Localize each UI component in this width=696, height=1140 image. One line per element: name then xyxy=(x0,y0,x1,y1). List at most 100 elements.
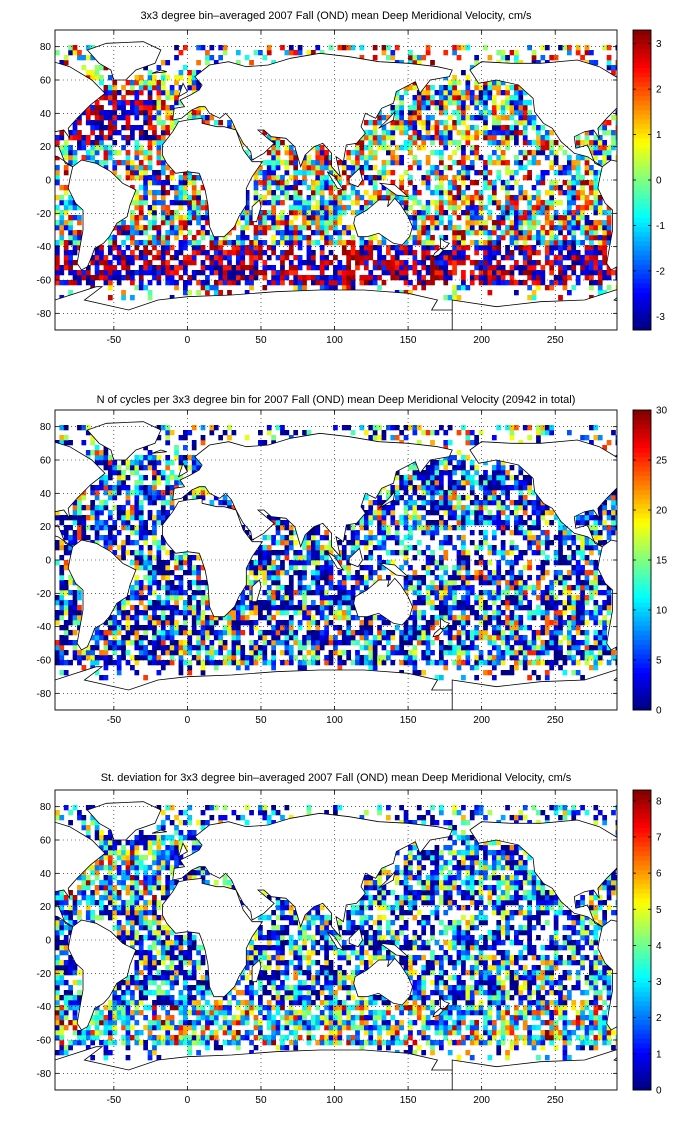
heatmap-bin xyxy=(456,585,462,591)
heatmap-bin xyxy=(447,80,453,86)
heatmap-bin xyxy=(496,175,502,181)
heatmap-bin xyxy=(280,230,285,236)
heatmap-bin xyxy=(416,105,422,111)
heatmap-bin xyxy=(580,55,585,61)
heatmap-bin xyxy=(461,575,466,581)
heatmap-bin xyxy=(403,640,409,646)
heatmap-bin xyxy=(346,250,352,256)
heatmap-bin xyxy=(491,105,497,111)
heatmap-bin xyxy=(575,220,581,226)
heatmap-bin xyxy=(527,160,532,166)
heatmap-bin xyxy=(527,235,532,241)
heatmap-bin xyxy=(381,140,387,146)
heatmap-bin xyxy=(483,625,488,631)
heatmap-bin xyxy=(527,170,532,176)
heatmap-bin xyxy=(425,565,431,571)
heatmap-bin xyxy=(107,110,113,116)
heatmap-bin xyxy=(59,195,65,201)
heatmap-bin xyxy=(68,615,73,621)
heatmap-bin xyxy=(536,140,541,146)
heatmap-bin xyxy=(443,265,449,271)
heatmap-bin xyxy=(341,245,347,251)
heatmap-bin xyxy=(77,50,82,56)
heatmap-bin xyxy=(571,235,577,241)
heatmap-bin xyxy=(505,205,510,211)
heatmap-bin xyxy=(333,240,338,246)
heatmap-bin xyxy=(536,565,541,571)
heatmap-bin xyxy=(337,230,343,236)
heatmap-bin xyxy=(218,260,224,266)
heatmap-bin xyxy=(527,675,532,681)
heatmap-bin xyxy=(514,245,519,251)
heatmap-bin xyxy=(284,270,290,276)
heatmap-bin xyxy=(174,195,179,201)
heatmap-bin xyxy=(68,620,73,626)
heatmap-bin xyxy=(403,585,409,591)
heatmap-bin xyxy=(597,160,603,166)
heatmap-bin xyxy=(425,650,431,656)
heatmap-bin xyxy=(386,620,391,626)
heatmap-bin xyxy=(522,655,528,661)
heatmap-bin xyxy=(262,200,268,206)
heatmap-bin xyxy=(514,590,519,596)
heatmap-bin xyxy=(416,145,422,151)
heatmap-bin xyxy=(456,250,462,256)
heatmap-bin xyxy=(478,170,484,176)
heatmap-bin xyxy=(328,650,334,656)
heatmap-bin xyxy=(350,635,356,641)
heatmap-bin xyxy=(134,575,140,581)
heatmap-bin xyxy=(134,660,140,666)
heatmap-bin xyxy=(165,175,171,181)
heatmap-bin xyxy=(125,600,131,606)
heatmap-bin xyxy=(271,630,276,636)
heatmap-bin xyxy=(491,600,497,606)
heatmap-bin xyxy=(112,115,118,121)
heatmap-bin xyxy=(461,165,466,171)
heatmap-bin xyxy=(483,670,488,676)
heatmap-bin xyxy=(310,645,316,651)
heatmap-bin xyxy=(125,135,131,141)
heatmap-bin xyxy=(253,170,259,176)
heatmap-bin xyxy=(571,225,577,231)
heatmap-bin xyxy=(55,615,60,621)
heatmap-bin xyxy=(509,575,515,581)
heatmap-bin xyxy=(130,655,135,661)
heatmap-bin xyxy=(491,120,497,126)
heatmap-bin xyxy=(465,565,471,571)
heatmap-bin xyxy=(531,60,537,66)
heatmap-bin xyxy=(231,265,237,271)
heatmap-bin xyxy=(549,645,555,651)
heatmap-bin xyxy=(522,100,528,106)
heatmap-bin xyxy=(438,215,444,221)
heatmap-bin xyxy=(191,580,197,586)
heatmap-bin xyxy=(447,605,453,611)
heatmap-bin xyxy=(182,245,188,251)
heatmap-bin xyxy=(107,155,113,161)
heatmap-bin xyxy=(408,105,413,111)
heatmap-bin xyxy=(235,610,241,616)
heatmap-bin xyxy=(381,115,387,121)
heatmap-bin xyxy=(377,575,382,581)
colorbar-swatch xyxy=(633,269,651,275)
heatmap-bin xyxy=(160,70,166,76)
heatmap-bin xyxy=(412,650,418,656)
heatmap-bin xyxy=(478,560,484,566)
heatmap-bin xyxy=(416,100,422,106)
heatmap-bin xyxy=(602,45,608,51)
heatmap-bin xyxy=(59,660,65,666)
colorbar-swatch xyxy=(633,62,651,68)
heatmap-bin xyxy=(112,650,118,656)
heatmap-bin xyxy=(156,255,162,261)
heatmap-bin xyxy=(425,635,431,641)
heatmap-bin xyxy=(549,190,555,196)
heatmap-bin xyxy=(174,555,179,561)
heatmap-bin xyxy=(412,155,418,161)
heatmap-bin xyxy=(271,195,276,201)
heatmap-bin xyxy=(531,260,537,266)
heatmap-bin xyxy=(134,270,140,276)
heatmap-bin xyxy=(491,675,497,681)
heatmap-bin xyxy=(589,550,594,556)
heatmap-bin xyxy=(240,255,246,261)
heatmap-bin xyxy=(408,50,413,56)
heatmap-bin xyxy=(275,585,281,591)
